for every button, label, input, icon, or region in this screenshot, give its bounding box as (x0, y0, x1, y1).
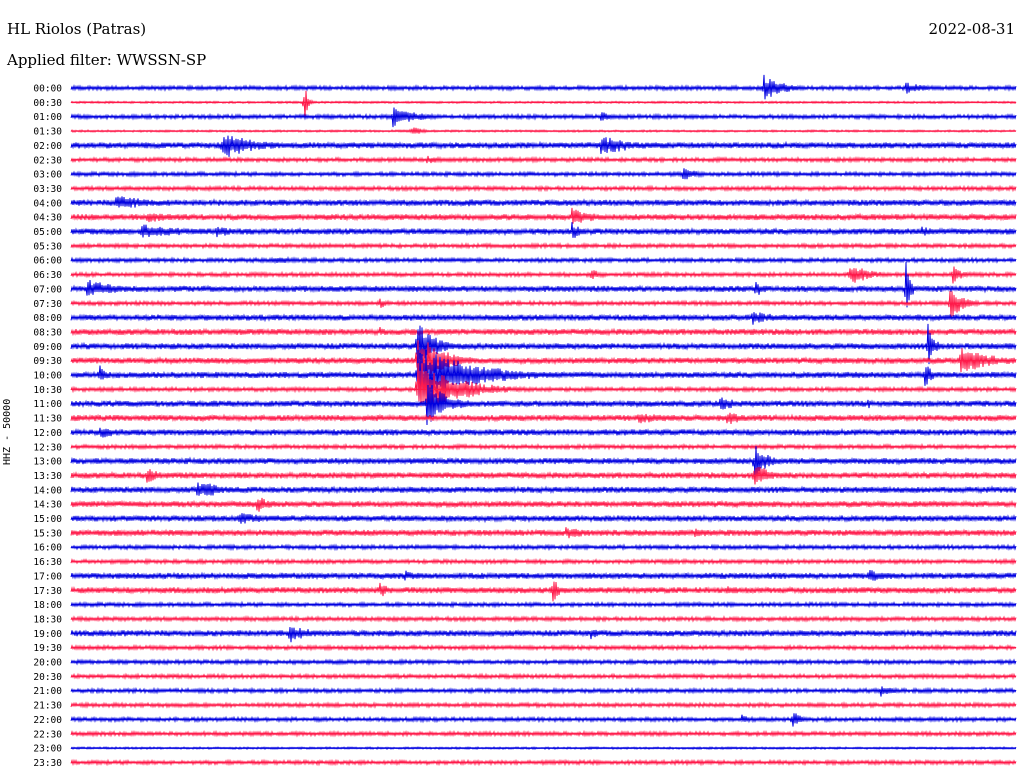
time-label: 22:00 (33, 715, 62, 726)
time-label: 10:30 (33, 385, 62, 396)
time-label: 06:30 (33, 270, 62, 281)
trace-row (70, 262, 1017, 308)
trace-row (70, 686, 1017, 697)
time-label: 13:30 (33, 471, 62, 482)
time-label: 18:00 (33, 600, 62, 611)
time-label: 08:00 (33, 313, 62, 324)
trace-row (70, 581, 1017, 602)
time-label: 15:30 (33, 528, 62, 539)
time-label: 02:30 (33, 155, 62, 166)
time-label: 17:00 (33, 571, 62, 582)
trace-row (70, 290, 1017, 318)
time-label: 06:00 (33, 256, 62, 267)
time-label: 20:30 (33, 672, 62, 683)
time-label: 04:00 (33, 198, 62, 209)
time-label: 10:00 (33, 371, 62, 382)
time-label: 05:30 (33, 241, 62, 252)
time-label: 01:30 (33, 127, 62, 138)
time-label: 11:00 (33, 399, 62, 410)
trace-row (70, 312, 1017, 325)
time-label: 18:30 (33, 614, 62, 625)
time-label: 08:30 (33, 327, 62, 338)
trace-row (70, 135, 1017, 157)
trace-row (70, 482, 1017, 496)
time-label: 19:30 (33, 643, 62, 654)
time-label: 03:00 (33, 170, 62, 181)
time-label: 21:00 (33, 686, 62, 697)
record-date: 2022-08-31 (928, 20, 1015, 38)
trace-row (70, 497, 1017, 512)
time-label: 07:30 (33, 299, 62, 310)
time-label: 13:00 (33, 457, 62, 468)
trace-row (70, 90, 1017, 119)
time-label: 05:00 (33, 227, 62, 238)
trace-row (70, 74, 1017, 100)
time-label: 12:30 (33, 442, 62, 453)
time-label: 23:30 (33, 758, 62, 769)
trace-row (70, 222, 1017, 238)
time-label: 09:30 (33, 356, 62, 367)
time-label: 00:00 (33, 84, 62, 95)
time-label: 20:00 (33, 658, 62, 669)
time-label: 00:30 (33, 98, 62, 109)
trace-row (70, 627, 1017, 643)
time-label: 03:30 (33, 184, 62, 195)
time-label: 19:00 (33, 629, 62, 640)
trace-row (70, 196, 1017, 208)
time-label: 15:00 (33, 514, 62, 525)
time-label: 22:30 (33, 729, 62, 740)
filter-label: Applied filter: WWSSN-SP (7, 51, 207, 69)
time-label: 14:00 (33, 485, 62, 496)
trace-row (70, 107, 1017, 128)
time-label: 14:30 (33, 500, 62, 511)
trace-row (70, 207, 1017, 224)
time-label: 16:30 (33, 557, 62, 568)
station-title: HL Riolos (Patras) (7, 20, 147, 38)
time-label: 17:30 (33, 586, 62, 597)
time-label: 04:30 (33, 213, 62, 224)
time-label: 01:00 (33, 112, 62, 123)
time-label: 23:00 (33, 744, 62, 755)
time-label: 02:00 (33, 141, 62, 152)
time-label: 12:00 (33, 428, 62, 439)
trace-row (70, 327, 1017, 337)
time-label: 09:00 (33, 342, 62, 353)
time-label: 07:00 (33, 284, 62, 295)
time-label: 21:30 (33, 701, 62, 712)
time-label: 11:30 (33, 414, 62, 425)
time-label: 16:00 (33, 543, 62, 554)
